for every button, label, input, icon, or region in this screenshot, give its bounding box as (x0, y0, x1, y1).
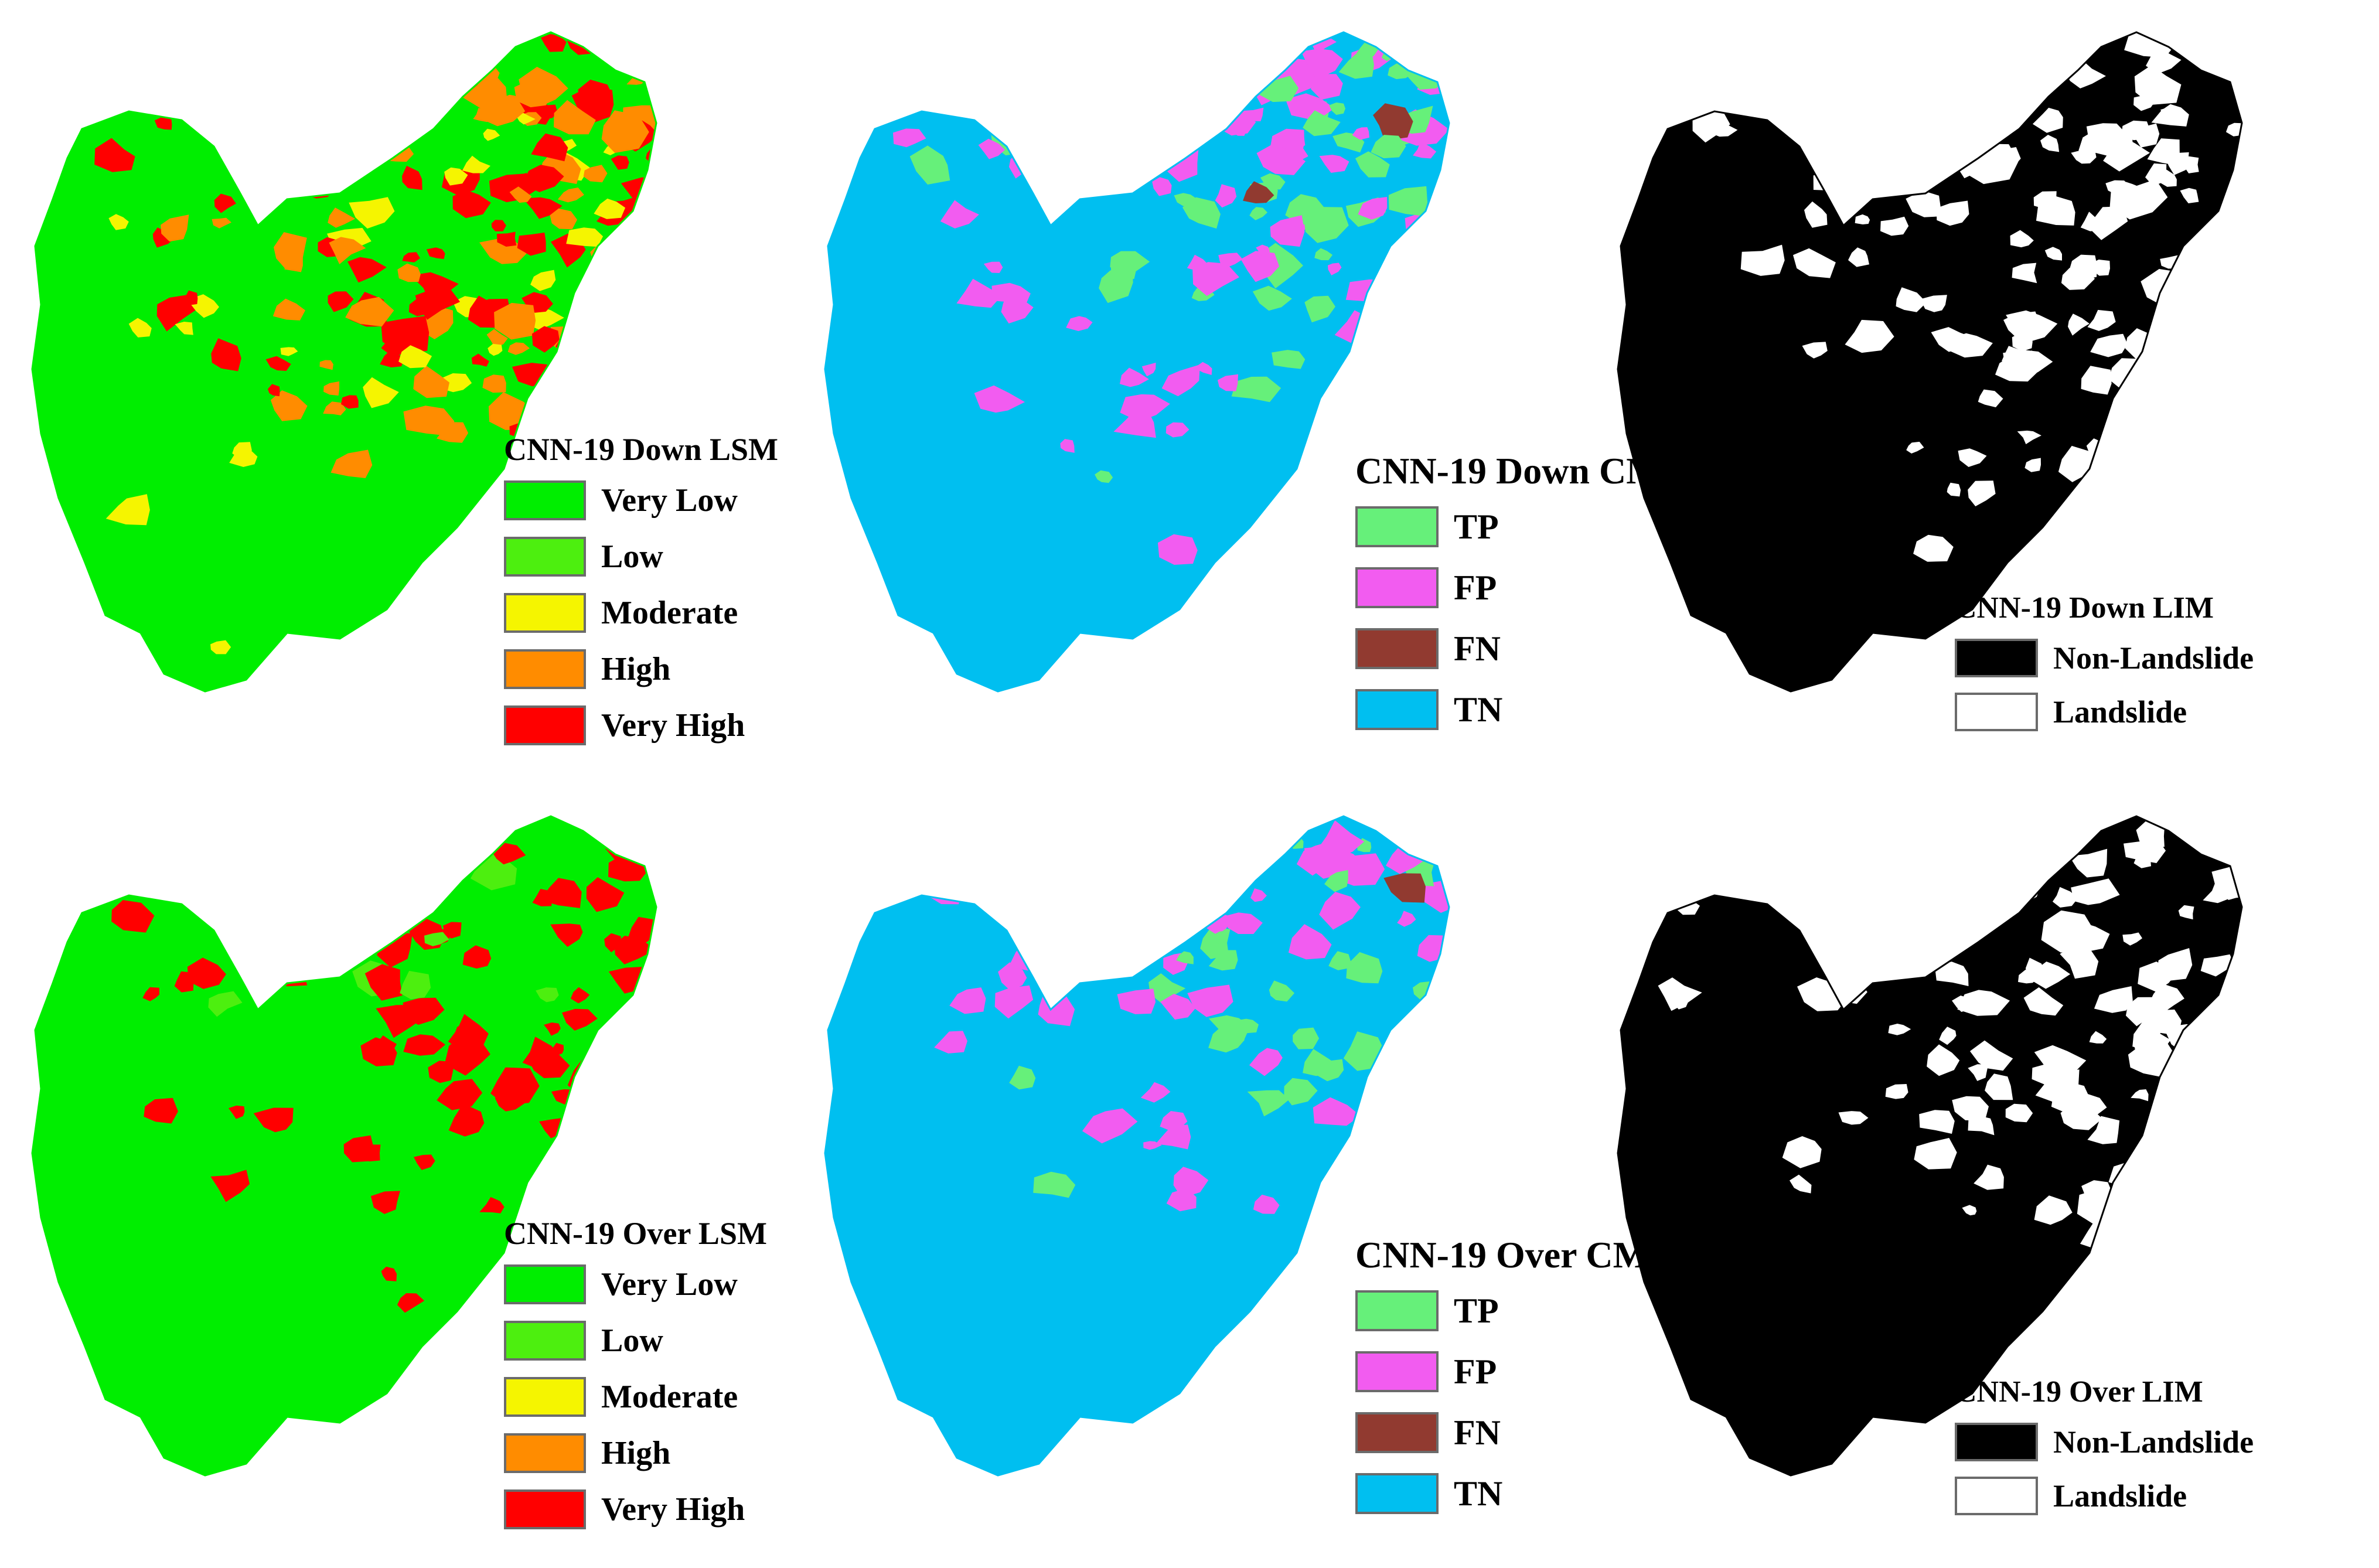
legend-label: Very Low (601, 482, 738, 519)
legend-swatch (1355, 1290, 1439, 1331)
legend-item: Very High (504, 1489, 745, 1529)
legend-label: TN (1454, 690, 1503, 729)
legend-item: Landslide (1955, 693, 2187, 731)
legend-swatch (504, 593, 586, 633)
legend-label: Non-Landslide (2053, 1424, 2254, 1460)
legend-label: Very High (601, 707, 745, 744)
legend-label: Moderate (601, 595, 738, 631)
catchment-boundary (1617, 31, 2243, 693)
legend-item: Moderate (504, 1377, 738, 1417)
legend-swatch (504, 1433, 586, 1473)
legend-item: FN (1355, 628, 1501, 669)
catchment-boundary (31, 31, 657, 693)
legend-title: CNN-19 Over LIM (1955, 1375, 2203, 1409)
map-over-lim (1617, 815, 2243, 1477)
legend-swatch (1355, 506, 1439, 547)
legend-swatch (504, 480, 586, 520)
legend-swatch (504, 1264, 586, 1304)
legend-item: Very Low (504, 480, 738, 520)
legend-swatch (1355, 1473, 1439, 1514)
legend-swatch (1955, 1477, 2038, 1515)
legend-label: FP (1454, 1352, 1497, 1391)
legend-item: TP (1355, 1290, 1499, 1331)
legend-swatch (504, 537, 586, 577)
map-panel-over-lsm: CNN-19 Over LSM Very Low Low Moderate High Ve… (0, 784, 793, 1568)
catchment-boundary (1617, 815, 2243, 1477)
legend-item: Non-Landslide (1955, 639, 2254, 677)
legend-item: FP (1355, 567, 1497, 608)
legend-label: Non-Landslide (2053, 640, 2254, 676)
catchment-area (825, 816, 1449, 1475)
legend-item: Very High (504, 705, 745, 745)
legend-label: Low (601, 1322, 663, 1359)
legend-swatch (1355, 628, 1439, 669)
legend-label: High (601, 651, 671, 687)
legend-over-lsm: CNN-19 Over LSM Very Low Low Moderate High Ve… (504, 1216, 767, 1529)
legend-label: TP (1454, 507, 1499, 546)
legend-item: High (504, 1433, 670, 1473)
legend-label: Moderate (601, 1379, 738, 1415)
legend-swatch (1355, 1351, 1439, 1392)
map-down-lim (1617, 31, 2243, 693)
legend-title: CNN-19 Down CM (1355, 450, 1662, 492)
catchment-area (825, 32, 1449, 691)
legend-over-lim: CNN-19 Over LIM Non-Landslide Landslide (1955, 1375, 2254, 1515)
legend-item: TN (1355, 1473, 1502, 1514)
legend-title: CNN-19 Over CM (1355, 1234, 1649, 1276)
legend-item: FP (1355, 1351, 1497, 1392)
catchment-area (1618, 32, 2242, 691)
legend-title: CNN-19 Down LSM (504, 432, 779, 467)
legend-item: Non-Landslide (1955, 1423, 2254, 1461)
map-panel-down-lsm: CNN-19 Down LSM Very Low Low Moderate High Ve… (0, 0, 793, 784)
catchment-boundary (824, 815, 1450, 1477)
map-down-lsm (31, 31, 657, 693)
legend-swatch (1355, 1412, 1439, 1453)
legend-title: CNN-19 Over LSM (504, 1216, 767, 1251)
legend-swatch (1955, 639, 2038, 677)
legend-swatch (1955, 1423, 2038, 1461)
legend-label: TP (1454, 1291, 1499, 1330)
legend-label: Very High (601, 1491, 745, 1528)
legend-label: High (601, 1435, 671, 1471)
legend-over-cm: CNN-19 Over CM TP FP FN TN (1355, 1234, 1649, 1514)
legend-swatch (1355, 689, 1439, 730)
legend-label: TN (1454, 1474, 1503, 1513)
legend-item: Moderate (504, 593, 738, 633)
map-panel-over-lim: CNN-19 Over LIM Non-Landslide Landslide (1586, 784, 2378, 1568)
legend-item: TN (1355, 689, 1502, 730)
legend-label: Low (601, 538, 663, 575)
legend-label: FN (1454, 1413, 1501, 1452)
legend-item: Low (504, 1321, 663, 1361)
map-over-lsm (31, 815, 657, 1477)
catchment-boundary (824, 31, 1450, 693)
legend-label: FP (1454, 568, 1497, 607)
legend-item: FN (1355, 1412, 1501, 1453)
legend-title: CNN-19 Down LIM (1955, 591, 2214, 625)
map-panel-over-cm: CNN-19 Over CM TP FP FN TN (793, 784, 1648, 1568)
map-panel-down-lim: CNN-19 Down LIM Non-Landslide Landslide (1586, 0, 2378, 784)
legend-item: Landslide (1955, 1477, 2187, 1515)
legend-swatch (504, 705, 586, 745)
legend-swatch (504, 1321, 586, 1361)
legend-down-lim: CNN-19 Down LIM Non-Landslide Landslide (1955, 591, 2254, 731)
legend-swatch (1355, 567, 1439, 608)
legend-swatch (504, 649, 586, 689)
catchment-boundary (31, 815, 657, 1477)
legend-item: High (504, 649, 670, 689)
legend-item: Low (504, 537, 663, 577)
map-panel-down-cm: CNN-19 Down CM TP FP FN TN (793, 0, 1662, 784)
legend-label: Landslide (2053, 694, 2187, 730)
legend-item: TP (1355, 506, 1499, 547)
legend-swatch (1955, 693, 2038, 731)
legend-item: Very Low (504, 1264, 738, 1304)
legend-label: Very Low (601, 1266, 738, 1303)
legend-down-lsm: CNN-19 Down LSM Very Low Low Moderate High Ve… (504, 432, 779, 745)
map-down-cm (824, 31, 1450, 693)
legend-down-cm: CNN-19 Down CM TP FP FN TN (1355, 450, 1662, 730)
map-over-cm (824, 815, 1450, 1477)
legend-label: Landslide (2053, 1478, 2187, 1514)
legend-swatch (504, 1377, 586, 1417)
legend-label: FN (1454, 629, 1501, 668)
legend-swatch (504, 1489, 586, 1529)
